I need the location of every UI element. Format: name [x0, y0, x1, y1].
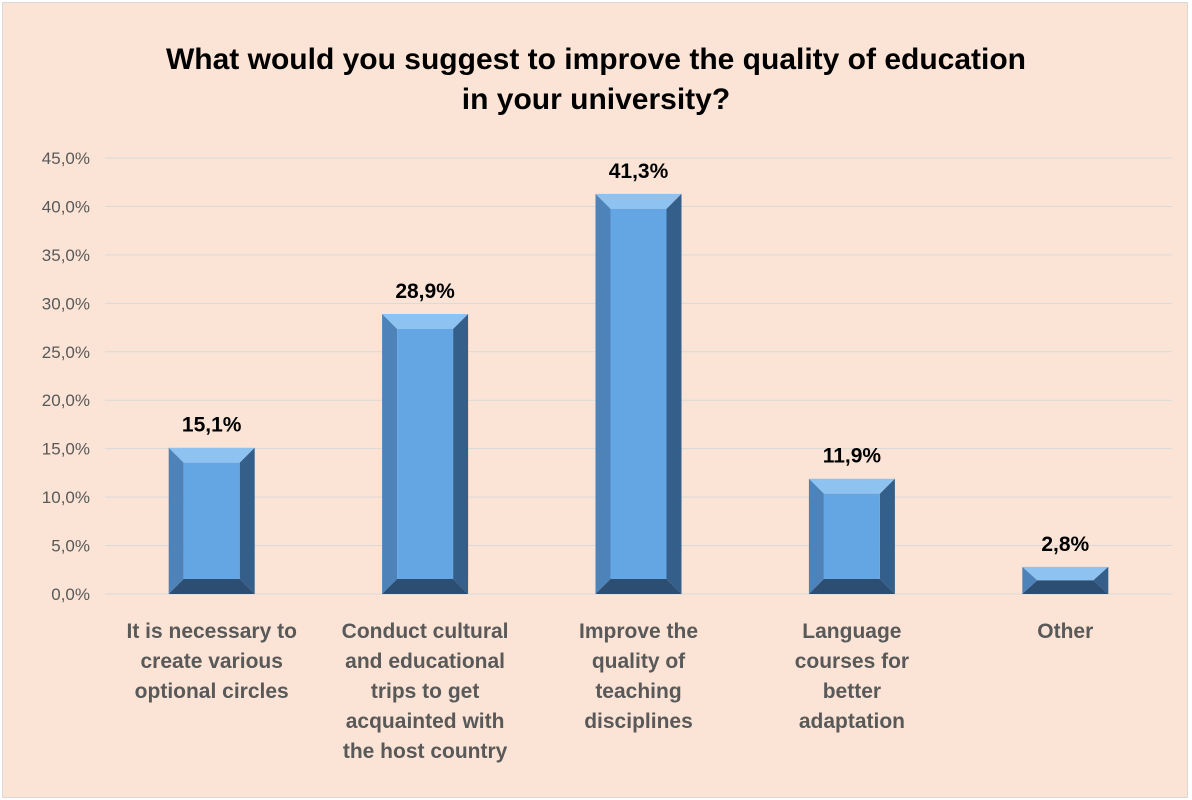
x-category-label-line: Improve the — [579, 620, 698, 643]
bar-left-bevel — [808, 478, 824, 594]
x-category-label: Improve the quality of teaching disciplines — [579, 620, 698, 733]
bar-face — [610, 208, 667, 580]
bar-left-bevel — [1022, 566, 1038, 594]
bar-bottom-bevel — [168, 579, 255, 594]
bar — [1022, 566, 1109, 594]
bar-bottom-bevel — [808, 579, 895, 594]
x-category-label-line: It is necessary to — [126, 620, 296, 643]
bar-right-bevel — [453, 313, 469, 594]
x-category-label: Conduct cultural and educational trips to … — [342, 620, 509, 763]
chart-title: What would you suggest to improve the qu… — [0, 40, 1192, 120]
x-category-label-line: acquainted with — [346, 710, 505, 733]
x-category-label: Language courses for better adaptation — [795, 620, 909, 733]
chart-title-line-1: What would you suggest to improve the qu… — [165, 43, 1027, 76]
x-category-label-line: optional circles — [135, 680, 289, 703]
x-category-label-line: disciplines — [584, 710, 693, 733]
x-category-label-line: the host country — [343, 740, 508, 763]
x-category-label-line: Conduct cultural — [342, 620, 509, 643]
bar-face — [823, 493, 880, 579]
data-label: 41,3% — [609, 160, 669, 183]
y-tick-label: 15,0% — [42, 440, 90, 459]
bar-top-bevel — [382, 313, 469, 329]
x-category-label-line: adaptation — [799, 710, 905, 733]
bar-face — [183, 462, 240, 579]
bar — [168, 447, 255, 594]
y-tick-label: 5,0% — [51, 537, 90, 556]
bar-bottom-bevel — [1022, 580, 1109, 594]
y-tick-label: 20,0% — [42, 391, 90, 410]
y-tick-label: 35,0% — [42, 246, 90, 265]
data-label: 15,1% — [182, 414, 242, 437]
bar-top-bevel — [168, 447, 255, 463]
y-tick-label: 25,0% — [42, 343, 90, 362]
data-label: 11,9% — [823, 445, 882, 468]
x-category-label: It is necessary to create various optional… — [126, 620, 296, 703]
bar-top-bevel — [595, 193, 682, 209]
data-label: 28,9% — [395, 280, 455, 303]
x-category-label: Other — [1037, 620, 1093, 643]
bar-right-bevel — [1093, 566, 1109, 594]
bar-right-bevel — [239, 447, 255, 594]
bar — [595, 193, 682, 595]
x-category-label-line: courses for — [795, 650, 909, 673]
y-tick-label: 10,0% — [42, 488, 90, 507]
bar-left-bevel — [168, 447, 184, 594]
x-category-label-line: and educational — [345, 650, 505, 673]
bar-face — [397, 328, 454, 579]
x-category-label-line: Other — [1037, 620, 1093, 643]
bar-left-bevel — [382, 313, 398, 594]
x-category-label-line: better — [823, 680, 881, 703]
bar-top-bevel — [1022, 566, 1109, 581]
bar-right-bevel — [666, 193, 682, 595]
bar-left-bevel — [595, 193, 611, 595]
y-tick-label: 40,0% — [42, 197, 90, 216]
x-category-label-line: trips to get — [371, 680, 480, 703]
y-tick-label: 45,0% — [42, 149, 90, 168]
bar — [382, 313, 469, 594]
x-category-label-line: Language — [802, 620, 901, 643]
y-tick-label: 0,0% — [51, 585, 90, 604]
bar-right-bevel — [879, 478, 895, 594]
chart-title-line-2: in your university? — [461, 83, 731, 116]
data-label: 2,8% — [1041, 533, 1089, 556]
x-category-label-line: create various — [140, 650, 282, 673]
x-category-label-line: quality of — [592, 650, 686, 673]
x-category-label-line: teaching — [595, 680, 681, 703]
bar — [808, 478, 895, 594]
bar-bottom-bevel — [595, 579, 682, 594]
y-tick-label: 30,0% — [42, 294, 90, 313]
bar-bottom-bevel — [382, 579, 469, 594]
bar-top-bevel — [808, 478, 895, 494]
